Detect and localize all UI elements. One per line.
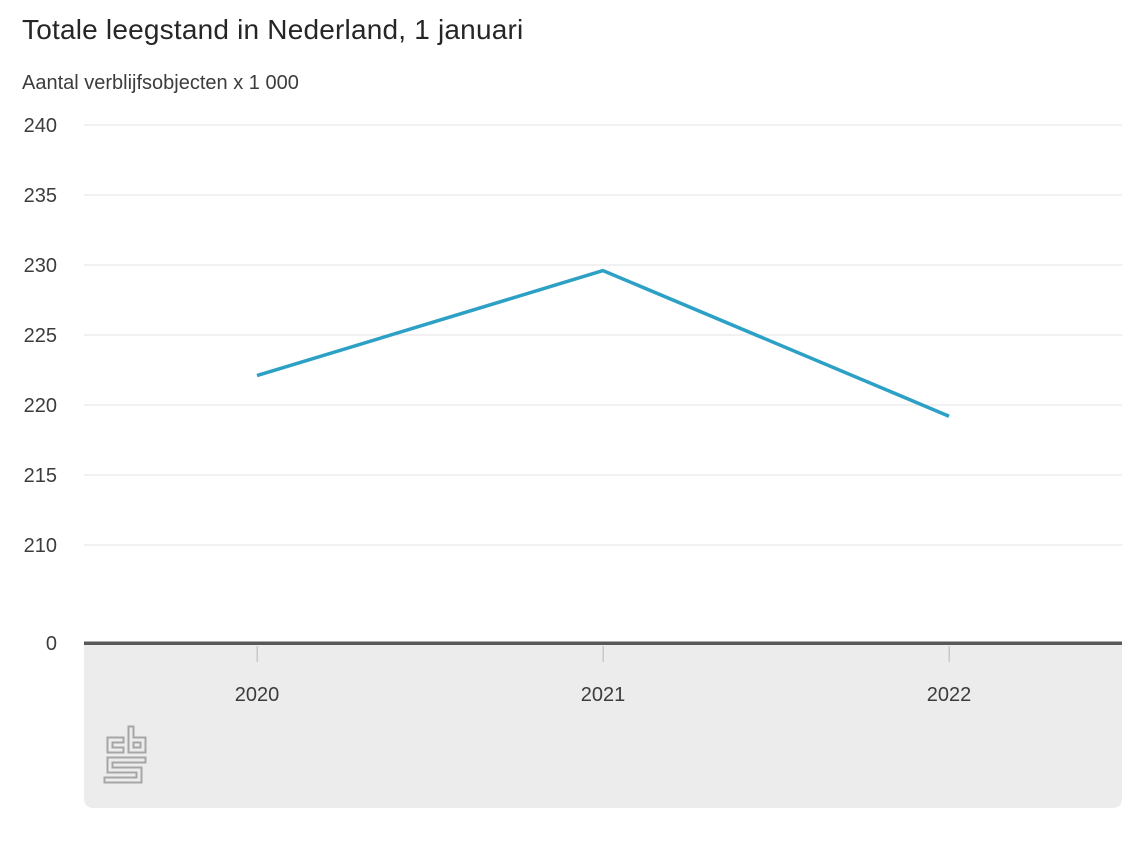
x-axis-label: 2020	[235, 684, 280, 706]
x-axis-label: 2021	[581, 684, 626, 706]
y-axis-label: 0	[46, 633, 57, 655]
y-axis-label: 230	[24, 255, 57, 277]
data-line-totale-leegstand[interactable]	[256, 268, 950, 418]
cbs-logo-stroke-inner	[129, 727, 145, 752]
y-axis-label: 225	[24, 325, 57, 347]
cbs-logo-stroke-inner	[105, 758, 145, 782]
cbs-logo	[103, 725, 147, 784]
y-axis-label: 220	[24, 395, 57, 417]
cbs-logo-stroke-inner	[108, 738, 123, 752]
chart-title: Totale leegstand in Nederland, 1 januari	[22, 14, 524, 45]
footer-panel	[84, 645, 1122, 808]
y-axis-label: 240	[24, 115, 57, 137]
chart-subtitle: Aantal verblijfsobjecten x 1 000	[22, 72, 299, 94]
y-axis-label: 215	[24, 465, 57, 487]
y-axis-label: 210	[24, 535, 57, 557]
x-axis-label: 2022	[927, 684, 972, 706]
y-axis-label: 235	[24, 185, 57, 207]
